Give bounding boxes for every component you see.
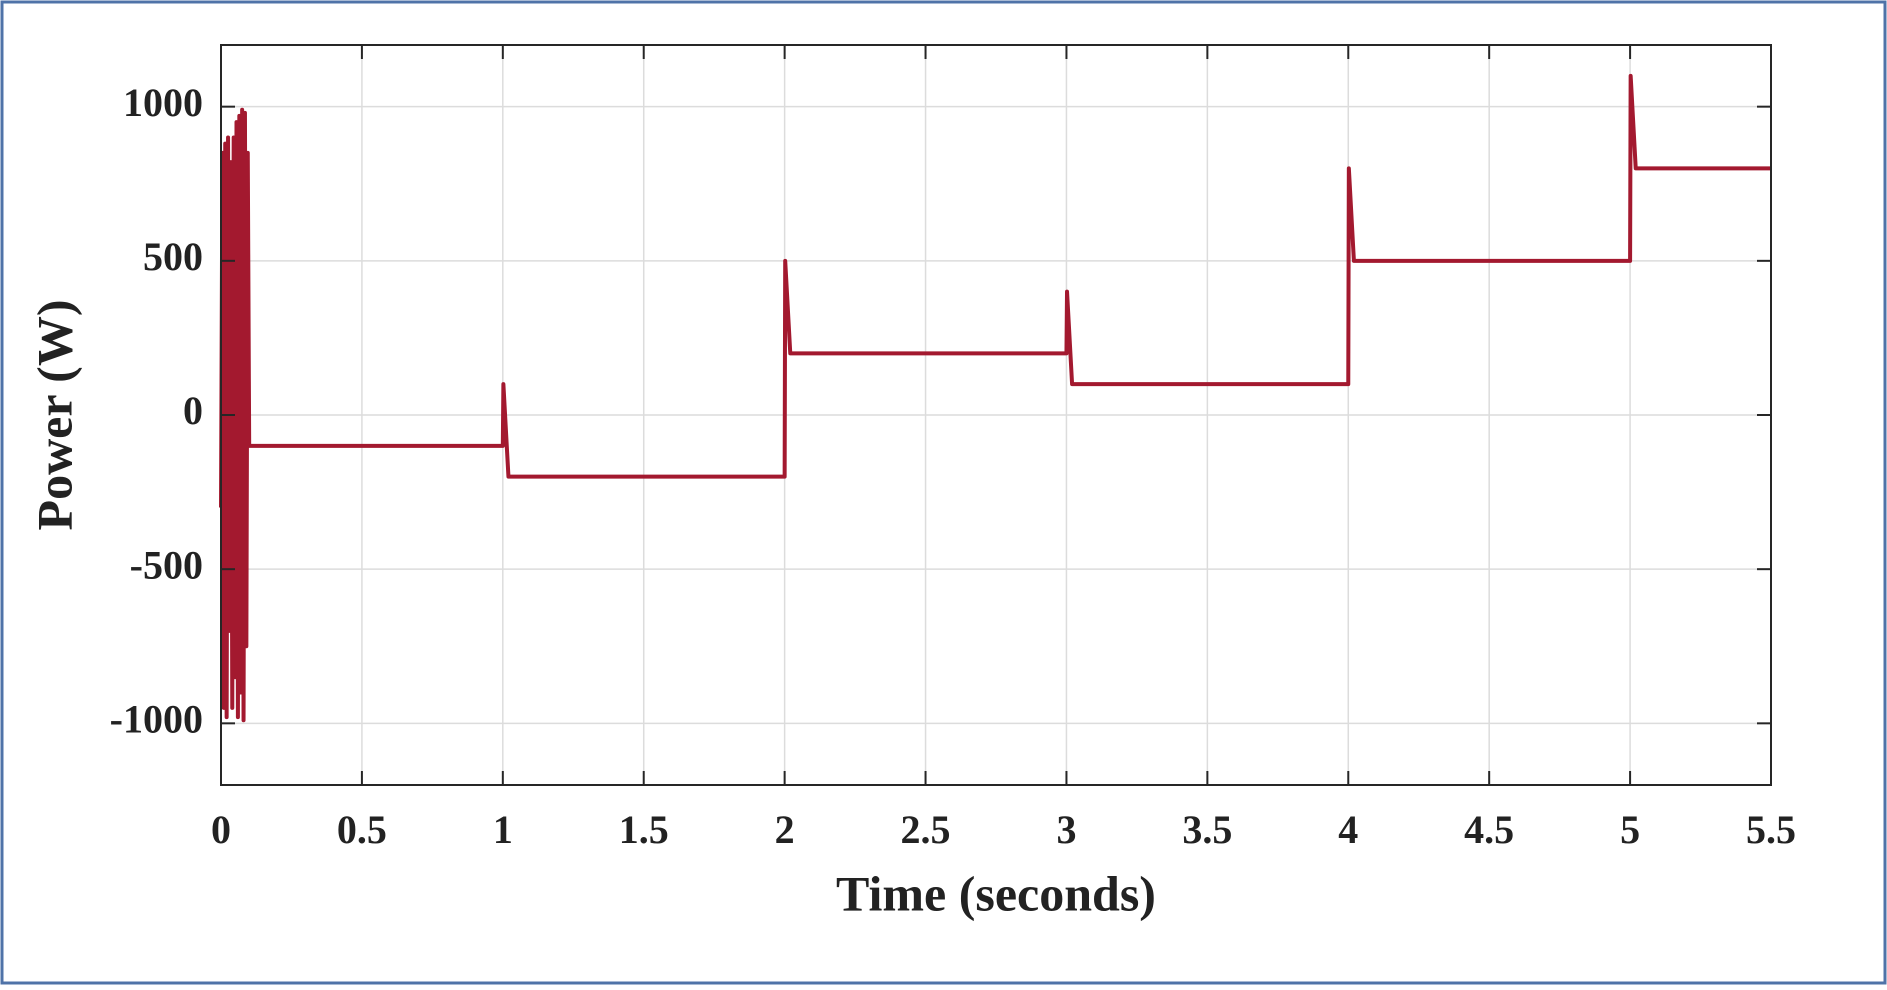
y-tick-label: 0 bbox=[183, 388, 203, 433]
x-tick-label: 0.5 bbox=[337, 807, 387, 852]
x-tick-label: 3 bbox=[1056, 807, 1076, 852]
x-tick-label: 4.5 bbox=[1464, 807, 1514, 852]
y-tick-label: -500 bbox=[130, 542, 203, 587]
x-axis-label: Time (seconds) bbox=[836, 865, 1156, 921]
x-tick-label: 4 bbox=[1338, 807, 1358, 852]
x-tick-label: 2.5 bbox=[901, 807, 951, 852]
data-line bbox=[219, 73, 1771, 723]
y-tick-label: -1000 bbox=[110, 697, 203, 742]
grid bbox=[220, 45, 1772, 785]
x-tick-label: 3.5 bbox=[1182, 807, 1232, 852]
x-tick-label: 5.5 bbox=[1746, 807, 1796, 852]
x-tick-label: 1.5 bbox=[619, 807, 669, 852]
y-tick-label: 500 bbox=[143, 234, 203, 279]
y-axis-label: Power (W) bbox=[26, 300, 82, 531]
x-tick-label: 0 bbox=[211, 807, 231, 852]
x-tick-label: 1 bbox=[493, 807, 513, 852]
x-tick-label: 5 bbox=[1620, 807, 1640, 852]
x-tick-label: 2 bbox=[775, 807, 795, 852]
y-tick-label: 1000 bbox=[123, 80, 203, 125]
plot bbox=[219, 73, 1771, 723]
